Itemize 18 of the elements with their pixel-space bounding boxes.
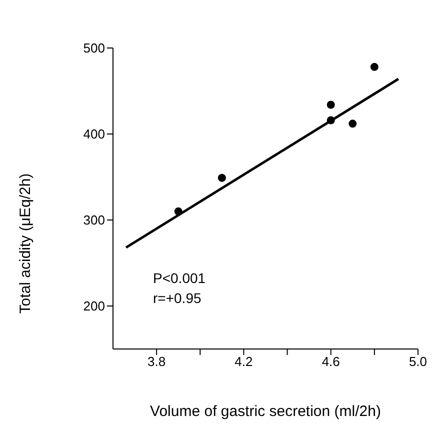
annotation: r=+0.95 — [153, 290, 202, 306]
x-tick-label: 4.6 — [322, 354, 340, 370]
x-tick-label: 5.0 — [408, 354, 428, 370]
point — [370, 62, 378, 71]
point — [348, 120, 357, 128]
y-tick-label: 400 — [83, 126, 105, 142]
point — [174, 207, 182, 216]
point — [218, 174, 226, 182]
x-axis-title: Volume of gastric secretion (ml/2h) — [150, 403, 381, 420]
y-axis-title: Total acidity (μEq/2h) — [17, 173, 34, 314]
y-tick-label: 200 — [83, 298, 105, 314]
y-tick-label: 500 — [83, 40, 105, 56]
point — [326, 116, 335, 124]
annotation: P<0.001 — [153, 270, 206, 286]
x-tick-label: 3.8 — [148, 354, 166, 370]
y-tick-label: 300 — [83, 212, 105, 228]
point — [326, 100, 335, 109]
x-tick-label: 4.2 — [234, 354, 253, 370]
